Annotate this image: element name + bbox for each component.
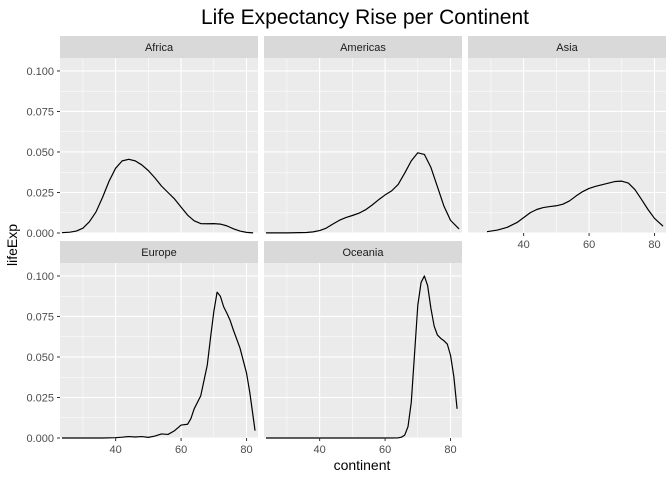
density-line-americas bbox=[265, 152, 460, 234]
y-tick-label: 0.075 bbox=[26, 311, 54, 323]
x-axis-title: continent bbox=[334, 457, 391, 473]
y-tick-label: 0.075 bbox=[26, 106, 54, 118]
density-line-oceania bbox=[265, 275, 458, 439]
x-tick-label: 40 bbox=[314, 444, 326, 456]
panel-background bbox=[468, 58, 666, 233]
panel-background bbox=[60, 263, 258, 438]
x-tick-label: 80 bbox=[240, 444, 252, 456]
facet-strip bbox=[264, 36, 462, 58]
y-tick-label: 0.025 bbox=[26, 392, 54, 404]
y-tick-label: 0.000 bbox=[26, 433, 54, 445]
x-tick-label: 60 bbox=[583, 239, 595, 251]
facet-strip-label: Americas bbox=[340, 42, 386, 54]
facet-strip-label: Africa bbox=[145, 42, 174, 54]
facet-strip bbox=[264, 241, 462, 263]
panel-background bbox=[264, 58, 462, 233]
facet-panel-oceania: Oceania 40 60 80 bbox=[264, 241, 462, 456]
y-tick-label: 0.100 bbox=[26, 66, 54, 78]
facet-panel-europe: Europe 0.000 0.025 0.050 0.075 0.100 40 60 80 bbox=[26, 241, 258, 456]
y-axis-title: lifeExp bbox=[4, 224, 20, 266]
density-line-africa bbox=[61, 158, 254, 234]
panel-background bbox=[264, 263, 462, 438]
x-tick-label: 40 bbox=[518, 239, 530, 251]
facet-strip bbox=[468, 36, 666, 58]
facet-strip bbox=[60, 241, 258, 263]
x-tick-label: 60 bbox=[379, 444, 391, 456]
facet-panels: Africa 0.000 0.025 0.050 0.075 0.100 Americas A… bbox=[26, 36, 666, 456]
x-tick-label: 80 bbox=[648, 239, 660, 251]
facet-strip bbox=[60, 36, 258, 58]
facet-panel-asia: Asia 40 60 80 bbox=[468, 36, 666, 251]
y-tick-label: 0.000 bbox=[26, 228, 54, 240]
facet-strip-label: Europe bbox=[141, 247, 176, 259]
x-tick-label: 80 bbox=[444, 444, 456, 456]
density-line-europe bbox=[61, 291, 256, 439]
x-tick-label: 40 bbox=[110, 444, 122, 456]
y-tick-label: 0.100 bbox=[26, 271, 54, 283]
facet-strip-label: Asia bbox=[556, 42, 578, 54]
x-tick-label: 60 bbox=[175, 444, 187, 456]
y-tick-label: 0.050 bbox=[26, 147, 54, 159]
facet-panel-americas: Americas bbox=[264, 36, 462, 234]
facet-strip-label: Oceania bbox=[343, 247, 385, 259]
y-tick-label: 0.025 bbox=[26, 187, 54, 199]
panel-background bbox=[60, 58, 258, 233]
y-tick-label: 0.050 bbox=[26, 352, 54, 364]
chart-title: Life Expectancy Rise per Continent bbox=[201, 6, 529, 29]
density-line-asia bbox=[486, 180, 664, 233]
facet-panel-africa: Africa 0.000 0.025 0.050 0.075 0.100 bbox=[26, 36, 258, 240]
